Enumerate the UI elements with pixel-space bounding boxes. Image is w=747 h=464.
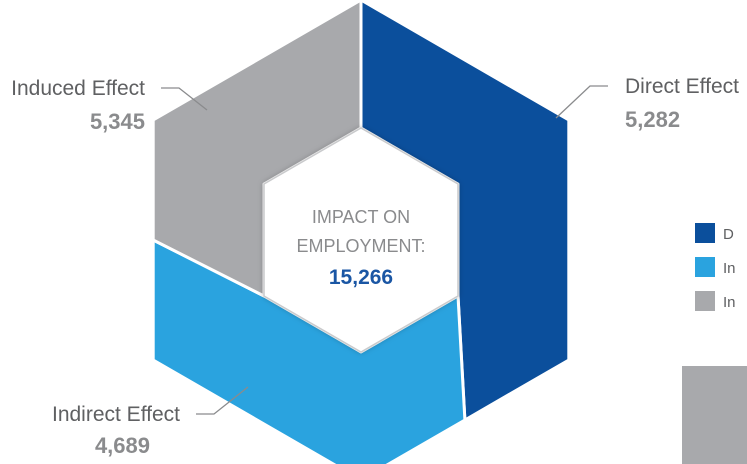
induced-effect-value: 5,345 [90,109,145,134]
partial-gray-block [682,366,747,464]
legend-label-direct: D [723,226,734,243]
legend-swatch-indirect [695,257,715,277]
callout-labels: Direct Effect 5,282 Indirect Effect 4,689 In… [11,75,739,458]
indirect-effect-value: 4,689 [95,433,150,458]
direct-effect-label: Direct Effect [625,75,739,98]
center-hexagon [263,127,459,353]
center-title-line-2: EMPLOYMENT: [296,236,425,256]
center-total-value: 15,266 [329,266,393,289]
direct-effect-connector [555,85,608,119]
legend-label-induced: In [723,294,736,311]
legend-swatch-direct [695,223,715,243]
callout-connectors [161,85,608,415]
induced-effect-connector [161,87,208,111]
center-title-line-1: IMPACT ON [312,207,410,227]
indirect-effect-label: Indirect Effect [52,403,180,426]
indirect-effect-connector [196,386,249,415]
center-badge: IMPACT ON EMPLOYMENT: 15,266 [263,127,459,353]
hexagon-segments [151,0,571,464]
legend-label-indirect: In [723,260,736,277]
legend-swatch-induced [695,291,715,311]
legend: D In In [695,223,736,311]
direct-effect-value: 5,282 [625,107,680,132]
induced-effect-label: Induced Effect [11,77,145,100]
